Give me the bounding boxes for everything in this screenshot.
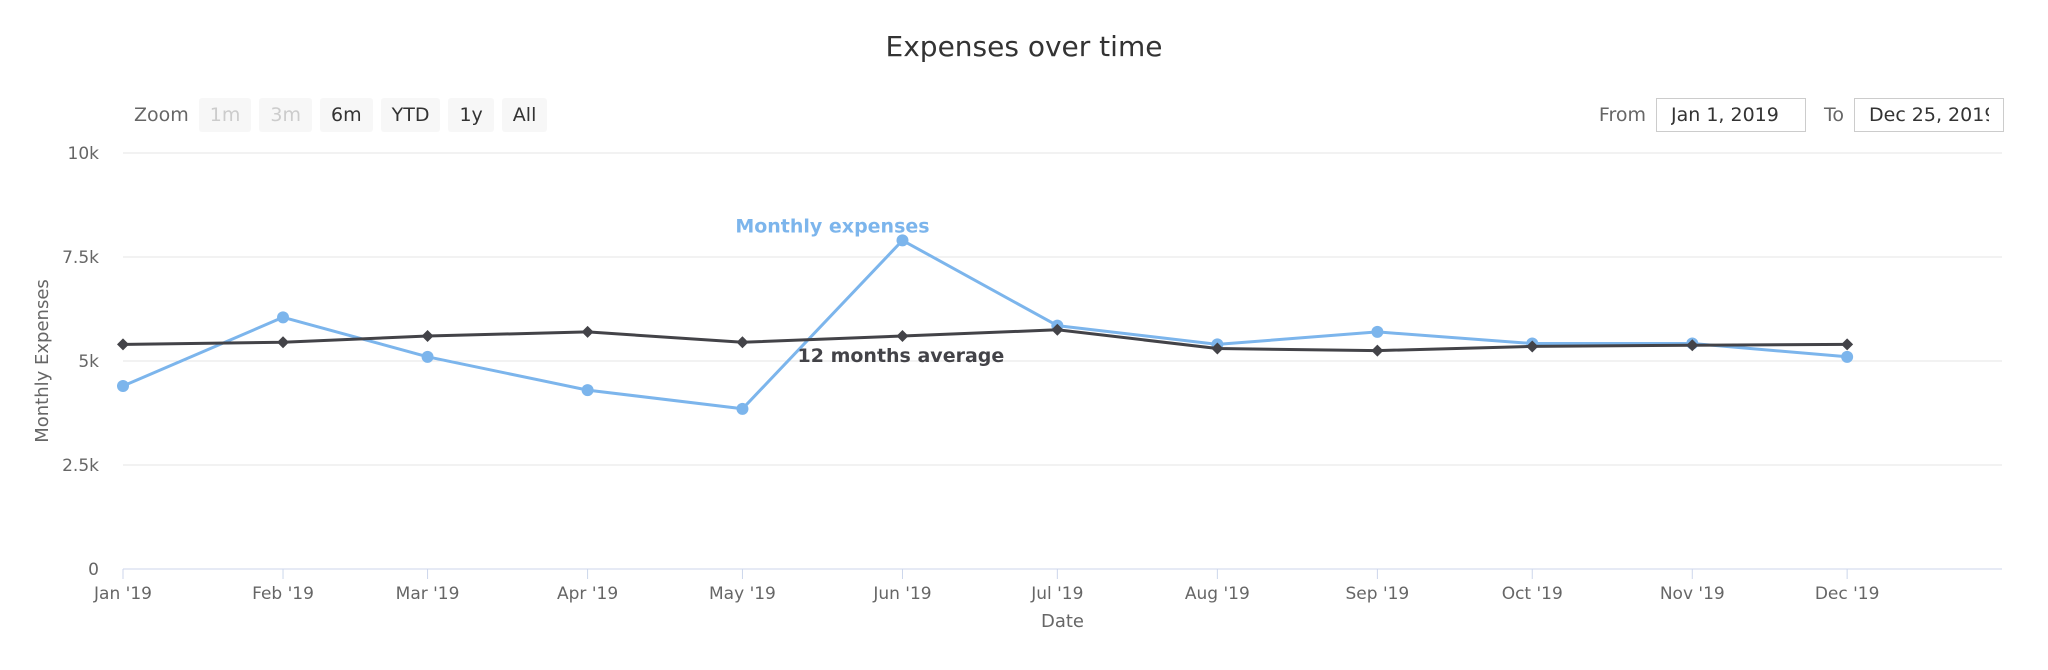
average-point [1841,338,1854,351]
average-point [736,336,749,349]
average-point [277,336,290,349]
monthly-expenses-point [736,402,749,415]
zoom-3m-button[interactable]: 3m [259,98,312,132]
to-label: To [1823,104,1844,126]
from-label: From [1598,104,1646,126]
average-point [1371,344,1384,357]
monthly-expenses-point [1841,350,1854,363]
average-point [581,325,594,338]
x-tick-label: Apr '19 [557,584,618,604]
y-tick-label: 7.5k [62,248,99,268]
zoom-label: Zoom [134,104,189,126]
x-tick-label: Mar '19 [396,584,460,604]
x-tick-label: Nov '19 [1660,584,1725,604]
x-tick-label: Feb '19 [252,584,314,604]
y-tick-label: 5k [78,352,99,372]
monthly-expenses-line [122,238,1848,411]
zoom-1y-button[interactable]: 1y [448,98,494,132]
x-tick-label: Dec '19 [1815,584,1880,604]
grid [123,152,2002,570]
monthly-expenses-point [277,311,290,324]
from-date-input[interactable] [1655,98,1806,132]
series-labels: Monthly expenses 12 months average [735,215,1004,367]
x-axis-title: Date [1041,611,1084,632]
average-label: 12 months average [798,345,1005,367]
monthly-expenses-point [1686,337,1699,350]
x-tick-label: Jan '19 [93,584,152,604]
average-line [122,328,1848,353]
zoom-controls: Zoom 1m 3m 6m YTD 1y All [134,96,555,134]
average-point [1526,340,1539,353]
y-tick-label: 10k [68,144,100,164]
y-tick-label: 0 [88,560,99,580]
to-date-input[interactable] [1854,98,2004,132]
series-lines [117,234,1854,415]
axes: 0 2.5k 5k 7.5k 10k Jan '19 Feb '19 Mar '19 Apr '… [32,144,1879,632]
monthly-expenses-point [117,379,129,392]
average-point [1051,323,1064,336]
zoom-1m-button[interactable]: 1m [198,98,252,132]
x-tick-label: Jul '19 [1030,584,1083,604]
monthly-expenses-point [896,234,909,247]
x-tick-label: May '19 [709,584,776,604]
monthly-expenses-point [1371,325,1384,338]
date-range-selector: From To [1581,97,2004,133]
average-point [1211,342,1224,355]
average-point [1686,339,1699,352]
monthly-expenses-point [1051,319,1064,332]
x-tick-label: Jun '19 [872,584,931,604]
x-tick-label: Sep '19 [1346,584,1410,604]
y-axis-title: Monthly Expenses [32,279,53,443]
zoom-6m-button[interactable]: 6m [320,98,373,132]
y-tick-label: 2.5k [62,456,99,476]
monthly-expenses-label: Monthly expenses [735,215,929,237]
monthly-expenses-point [1211,338,1224,351]
monthly-expenses-point [581,384,594,397]
average-point [117,338,129,351]
average-point [896,330,909,343]
monthly-expenses-point [1526,337,1539,350]
zoom-ytd-button[interactable]: YTD [380,98,441,132]
chart-title: Expenses over time [885,30,1163,63]
zoom-all-button[interactable]: All [501,98,548,132]
monthly-expenses-point [421,350,434,363]
average-point [421,330,434,343]
x-tick-label: Aug '19 [1185,584,1250,604]
x-tick-label: Oct '19 [1502,584,1563,604]
